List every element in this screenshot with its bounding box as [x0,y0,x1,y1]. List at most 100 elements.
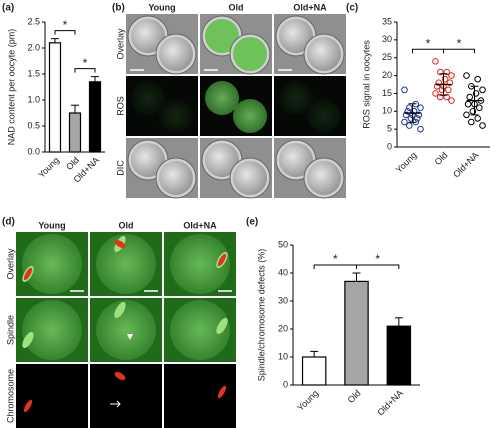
significance-bracket [74,68,96,73]
y-tick-label: 2.0 [27,42,40,52]
row-label: Spindle [5,315,15,345]
y-tick-label: 40 [278,267,288,277]
row-label: ROS [115,96,125,116]
point [464,100,472,108]
ros-signal [279,81,313,115]
chromosome [23,399,33,413]
significance-label: * [63,18,68,32]
bar [88,81,102,153]
ros-signal [307,99,341,133]
oocyte [170,300,230,360]
y-tick-label: 30 [278,295,288,305]
y-axis-label: NAD content per oocyte (pm) [6,29,16,146]
x-tick-label: Young [394,150,419,175]
oocyte-core [131,143,165,177]
x-tick-label: Young [295,388,320,413]
oocyte [22,234,82,294]
point [445,86,452,94]
chromosome [217,253,227,267]
point [443,68,451,76]
point [437,68,444,76]
y-tick-label: 25 [382,52,392,62]
arrow [110,400,121,408]
y-tick-label: 15 [382,88,392,98]
ros-signal [205,81,239,115]
point [441,75,449,83]
point [407,115,415,122]
point [476,104,483,112]
point [414,115,421,122]
point [402,111,410,119]
column-header: Old [119,220,134,230]
point [432,57,439,65]
row-label: Overlay [5,248,15,280]
oocyte-core [233,161,267,195]
chromosome [114,372,126,380]
ros-signal [159,99,193,133]
y-axis-label: ROS signal in oocytes [361,40,371,129]
point [410,107,418,115]
x-tick-label: Young [36,155,61,180]
point [443,93,451,101]
column-header: Young [148,2,175,12]
oocyte-core [279,143,313,177]
point [468,118,475,126]
bar [301,356,327,386]
point [406,122,413,129]
y-tick-label: 20 [278,323,288,333]
point [448,97,455,104]
significance-label: * [333,252,338,266]
point [404,107,412,115]
y-tick-label: 0 [387,141,392,151]
point [415,111,423,119]
spindle [22,331,34,349]
oocyte-core [233,37,267,71]
y-tick-label: 30 [382,34,392,44]
point [432,90,439,97]
oocyte [96,300,156,360]
point [474,115,482,122]
point [474,75,482,83]
chromosome [114,240,126,248]
column-header: Old [229,2,244,12]
bar [48,42,62,153]
oocyte-core [279,19,313,53]
y-tick-label: 0.0 [27,146,40,156]
oocyte-core [131,19,165,53]
y-tick-label: 2.5 [27,16,40,26]
column-header: Old+NA [183,220,217,230]
y-tick-label: 10 [278,351,288,361]
oocyte [96,234,156,294]
x-tick-label: Old+NA [451,150,481,180]
oocyte-core [307,161,341,195]
panel-label: (c) [346,3,358,14]
point [417,125,424,133]
column-header: Young [38,220,65,230]
oocyte [22,300,82,360]
ros-signal [131,81,165,115]
point [401,118,408,126]
point [472,90,480,97]
point [466,93,474,101]
significance-label: * [457,36,462,50]
point [469,107,477,115]
point [446,79,454,87]
point [479,122,486,129]
spindle [216,317,228,335]
bar [68,112,82,153]
point [463,72,470,79]
row-label: DIC [115,160,125,176]
image-cell [16,364,88,428]
point [437,93,444,101]
significance-label: * [375,252,380,266]
arrowhead [127,334,133,340]
spindle [114,301,126,319]
oocyte-core [159,161,193,195]
x-tick-label: Old+NA [375,388,405,418]
significance-bracket [443,48,475,54]
point [435,79,443,87]
point [463,111,470,119]
y-axis-label: Spindle/chromosome defects (%) [256,249,266,382]
panel-label: (e) [246,217,258,228]
